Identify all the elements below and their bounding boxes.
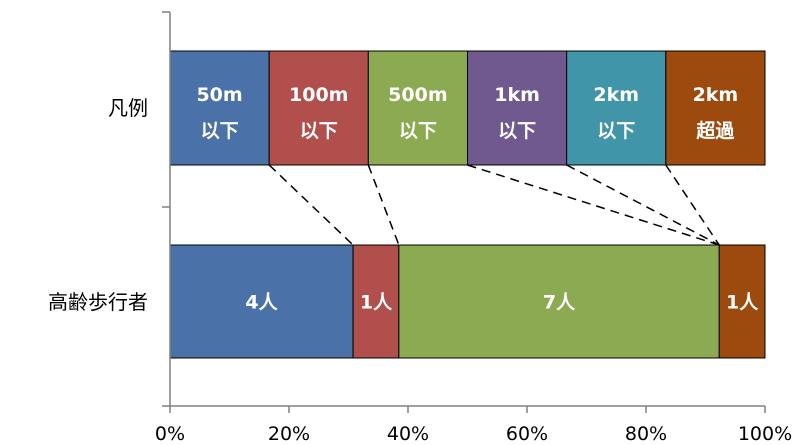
legend-segment-1 xyxy=(268,50,369,166)
category-label-legend: 凡例 xyxy=(108,96,148,120)
legend-row-bar: 50m 以下 100m 以下 500m 以下 1km 以下 2km 以下 2km 超過 xyxy=(169,50,766,166)
data-row-bar: 4人 1人 7人 1人 xyxy=(169,244,766,359)
data-segment-label-5: 1人 xyxy=(726,292,759,314)
legend-segment-label-line1-2: 500m xyxy=(388,84,447,106)
legend-segment-label-line1-4: 2km xyxy=(593,84,639,106)
data-segment-1 xyxy=(352,244,400,359)
legend-segment-5 xyxy=(665,50,766,166)
legend-segment-2 xyxy=(367,50,469,166)
axes xyxy=(162,11,765,407)
connector-line-1 xyxy=(367,164,400,246)
x-tick-label-2: 40% xyxy=(387,423,429,445)
legend-segment-label-line1-5: 2km xyxy=(693,84,739,106)
data-segment-5 xyxy=(718,244,766,359)
legend-segment-label-line1-3: 1km xyxy=(494,84,540,106)
legend-segment-label-line2-0: 以下 xyxy=(201,120,239,142)
x-tick-label-4: 80% xyxy=(625,423,667,445)
legend-segment-label-line1-0: 50m xyxy=(196,84,242,106)
legend-segment-label-line2-2: 以下 xyxy=(399,120,437,142)
data-segment-0 xyxy=(169,244,354,359)
x-tick-label-3: 60% xyxy=(506,423,548,445)
connector-line-3 xyxy=(566,164,720,246)
data-segment-label-1: 1人 xyxy=(360,292,393,314)
x-tick-label-1: 20% xyxy=(268,423,310,445)
x-tick-label-5: 100% xyxy=(738,423,792,445)
legend-segment-label-line2-1: 以下 xyxy=(300,120,338,142)
data-segment-2 xyxy=(398,244,720,359)
legend-segment-4 xyxy=(566,50,667,166)
x-tick-label-0: 0% xyxy=(155,423,185,445)
legend-segment-0 xyxy=(169,50,270,166)
data-segment-label-2: 7人 xyxy=(543,292,576,314)
legend-segment-3 xyxy=(467,50,568,166)
category-label-elderly-pedestrians: 高齢歩行者 xyxy=(48,290,148,314)
connector-line-2 xyxy=(467,164,720,246)
x-axis-ticks: 0% 20% 40% 60% 80% 100% xyxy=(155,406,792,445)
legend-segment-label-line2-5: 超過 xyxy=(695,119,735,142)
connector-lines xyxy=(268,164,720,246)
legend-segment-label-line2-3: 以下 xyxy=(498,120,536,142)
legend-segment-label-line1-1: 100m xyxy=(289,84,348,106)
legend-segment-label-line2-4: 以下 xyxy=(597,120,635,142)
connector-line-4 xyxy=(665,164,720,246)
connector-line-0 xyxy=(268,164,354,246)
data-segment-label-0: 4人 xyxy=(245,292,278,314)
